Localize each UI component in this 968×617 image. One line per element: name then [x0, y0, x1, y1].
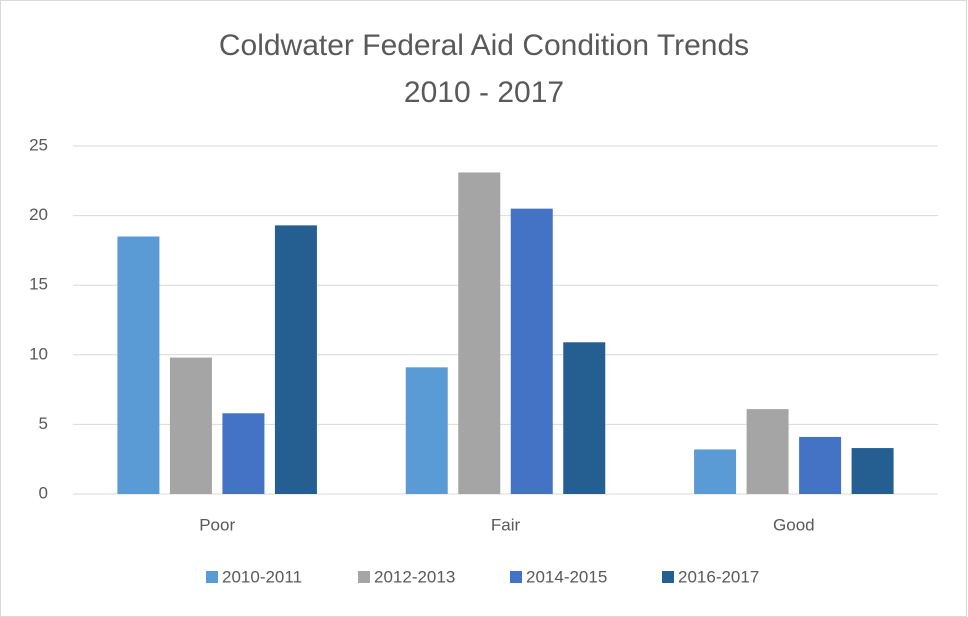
- legend-label: 2010-2011: [222, 567, 302, 586]
- chart-subtitle: 2010 - 2017: [404, 76, 564, 109]
- bar: [222, 413, 265, 494]
- y-tick-label: 0: [39, 483, 48, 502]
- legend-swatch: [206, 571, 218, 583]
- y-tick-label: 5: [39, 414, 48, 433]
- bar: [746, 409, 789, 494]
- bar: [563, 342, 606, 494]
- x-tick-label: Poor: [199, 515, 235, 534]
- bar: [169, 357, 212, 494]
- y-tick-label: 25: [29, 135, 48, 154]
- bar: [458, 172, 501, 494]
- bar: [851, 448, 894, 494]
- legend-label: 2014-2015: [526, 567, 607, 586]
- legend-label: 2012-2013: [374, 567, 455, 586]
- y-tick-label: 10: [29, 344, 48, 363]
- bar: [799, 436, 842, 494]
- legend-label: 2016-2017: [678, 567, 759, 586]
- y-tick-label: 15: [29, 275, 48, 294]
- chart-title: Coldwater Federal Aid Condition Trends: [219, 29, 749, 62]
- x-tick-label: Fair: [491, 515, 521, 534]
- bar: [274, 225, 317, 494]
- bar: [117, 236, 160, 495]
- y-tick-label: 20: [29, 205, 48, 224]
- bar: [405, 367, 448, 494]
- x-tick-label: Good: [773, 515, 815, 534]
- legend-swatch: [358, 571, 370, 583]
- legend-swatch: [510, 571, 522, 583]
- bar: [510, 208, 553, 494]
- legend-swatch: [662, 571, 674, 583]
- bar: [694, 449, 737, 494]
